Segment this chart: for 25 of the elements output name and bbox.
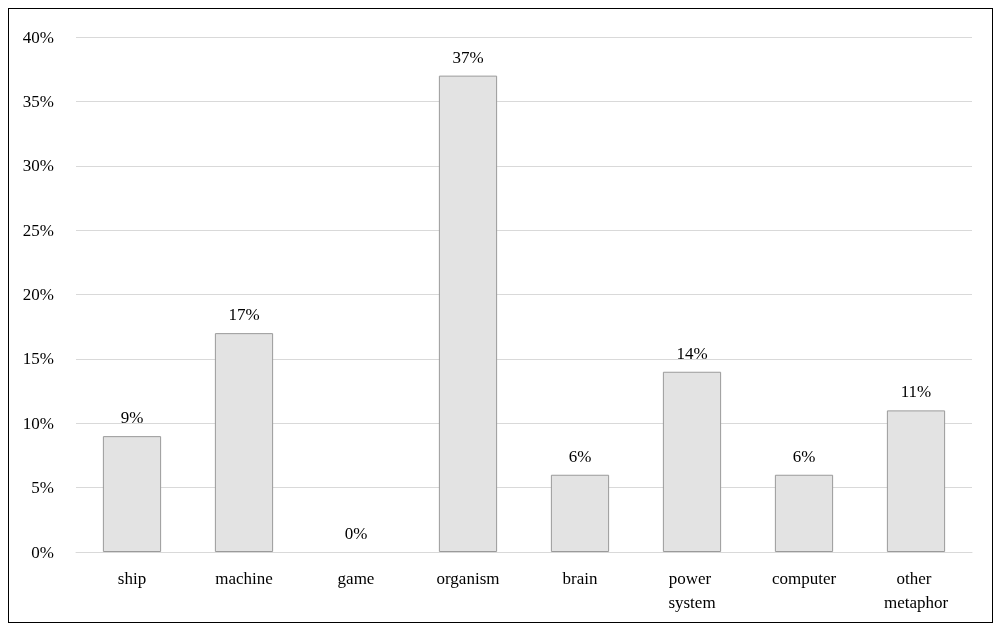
data-label: 0% [344, 524, 368, 543]
y-tick-label: 30% [22, 156, 54, 176]
x-tick-label: computer [771, 568, 837, 588]
y-tick-label: 20% [22, 285, 54, 304]
y-tick-label: 40% [22, 27, 54, 47]
x-tick-label: power system [668, 568, 716, 612]
y-tick-label: 25% [22, 220, 54, 240]
x-tick-label: other metaphor [883, 568, 949, 612]
data-label: 6% [792, 446, 816, 466]
data-label: 17% [228, 305, 260, 325]
data-label: 37% [452, 47, 484, 67]
y-tick-label: 5% [31, 478, 54, 498]
y-tick-label: 10% [22, 413, 54, 433]
x-tick-label: ship [117, 568, 147, 588]
y-tick-label: 35% [22, 91, 54, 111]
data-label: 11% [900, 382, 932, 402]
x-tick-label: game [337, 568, 375, 588]
x-tick-label: machine [215, 568, 273, 588]
y-tick-label: 0% [31, 542, 54, 562]
data-label: 9% [120, 408, 144, 428]
y-tick-label: 15% [22, 349, 54, 369]
data-label: 6% [568, 446, 592, 466]
data-label: 14% [676, 343, 708, 363]
x-tick-label: brain [562, 568, 598, 588]
x-tick-label: organism [436, 568, 500, 588]
